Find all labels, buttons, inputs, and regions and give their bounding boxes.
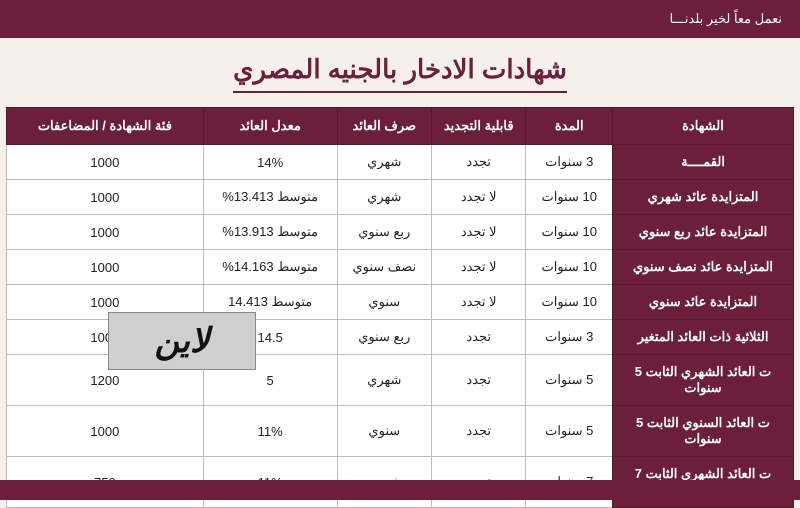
cell-name: الثلاثية ذات العائد المتغير [613,320,794,355]
cell-name: ت العائد السنوي الثابت 5 سنوات [613,406,794,457]
watermark-overlay: لاين [108,312,256,370]
cell-amount: 1000 [7,406,204,457]
cell-rate: متوسط 14.163% [203,250,337,285]
cell-name: المتزايدة عائد نصف سنوي [613,250,794,285]
th-renewal: قابلية التجديد [432,108,526,145]
cell-payout: نصف سنوي [337,250,431,285]
cell-duration: 10 سنوات [526,285,613,320]
cell-renew: لا تجدد [432,180,526,215]
title-wrap: شهادات الادخار بالجنيه المصري [0,38,800,107]
footer-bar [0,480,800,500]
table-row: المتزايدة عائد نصف سنوي 10 سنوات لا تجدد… [7,250,794,285]
cell-renew: تجدد [432,145,526,180]
page-title: شهادات الادخار بالجنيه المصري [233,54,567,93]
cell-rate: متوسط 13.413% [203,180,337,215]
cell-amount: 1000 [7,145,204,180]
cell-rate: 11% [203,406,337,457]
savings-table: الشهادة المدة قابلية التجديد صرف العائد … [6,107,794,508]
cell-payout: شهري [337,145,431,180]
top-bar: نعمل معاً لخير بلدنـــا [0,0,800,38]
cell-duration: 5 سنوات [526,355,613,406]
cell-name: القمــــة [613,145,794,180]
cell-name: المتزايدة عائد سنوي [613,285,794,320]
cell-duration: 3 سنوات [526,320,613,355]
th-amount: فئة الشهادة / المضاعفات [7,108,204,145]
cell-rate: 14% [203,145,337,180]
cell-duration: 10 سنوات [526,250,613,285]
table-row: القمــــة 3 سنوات تجدد شهري 14% 1000 [7,145,794,180]
cell-amount: 1000 [7,180,204,215]
cell-payout: سنوي [337,406,431,457]
th-rate: معدل العائد [203,108,337,145]
th-certificate: الشهادة [613,108,794,145]
cell-payout: ربع سنوي [337,320,431,355]
cell-duration: 3 سنوات [526,145,613,180]
watermark-text: لاين [155,321,210,361]
cell-name: ت العائد الشهري الثابت 5 سنوات [613,355,794,406]
cell-renew: تجدد [432,355,526,406]
cell-payout: شهري [337,180,431,215]
th-payout: صرف العائد [337,108,431,145]
cell-duration: 5 سنوات [526,406,613,457]
table-header-row: الشهادة المدة قابلية التجديد صرف العائد … [7,108,794,145]
table-row: المتزايدة عائد شهري 10 سنوات لا تجدد شهر… [7,180,794,215]
table-row: المتزايدة عائد ربع سنوي 10 سنوات لا تجدد… [7,215,794,250]
cell-renew: لا تجدد [432,285,526,320]
cell-rate: متوسط 13.913% [203,215,337,250]
cell-renew: لا تجدد [432,250,526,285]
cell-duration: 10 سنوات [526,215,613,250]
cell-name: المتزايدة عائد ربع سنوي [613,215,794,250]
cell-payout: ربع سنوي [337,215,431,250]
cell-renew: لا تجدد [432,215,526,250]
table-wrap: الشهادة المدة قابلية التجديد صرف العائد … [0,107,800,508]
cell-payout: سنوي [337,285,431,320]
cell-amount: 1000 [7,250,204,285]
cell-amount: 1000 [7,215,204,250]
th-duration: المدة [526,108,613,145]
cell-name: المتزايدة عائد شهري [613,180,794,215]
cell-renew: تجدد [432,320,526,355]
table-row: ت العائد السنوي الثابت 5 سنوات 5 سنوات ت… [7,406,794,457]
slogan-text: نعمل معاً لخير بلدنـــا [670,11,782,27]
cell-payout: شهري [337,355,431,406]
cell-duration: 10 سنوات [526,180,613,215]
cell-renew: تجدد [432,406,526,457]
